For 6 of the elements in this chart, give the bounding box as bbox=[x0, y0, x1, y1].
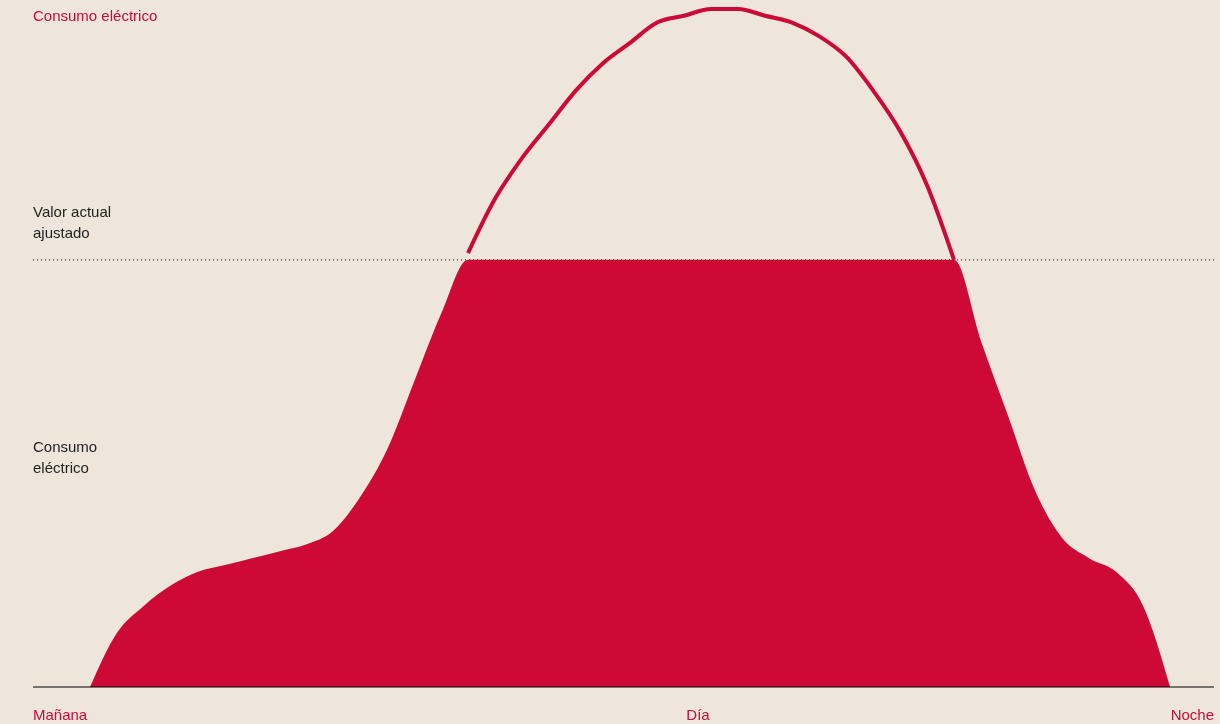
ref-line-label: Valor actual ajustado bbox=[33, 202, 112, 241]
text: Noche bbox=[1170, 706, 1214, 723]
annotation: Consumo eléctrico bbox=[33, 438, 98, 476]
text: Mañana bbox=[33, 706, 88, 723]
y-axis-title: Consumo eléctrico bbox=[33, 7, 158, 24]
text: Día bbox=[686, 706, 711, 723]
